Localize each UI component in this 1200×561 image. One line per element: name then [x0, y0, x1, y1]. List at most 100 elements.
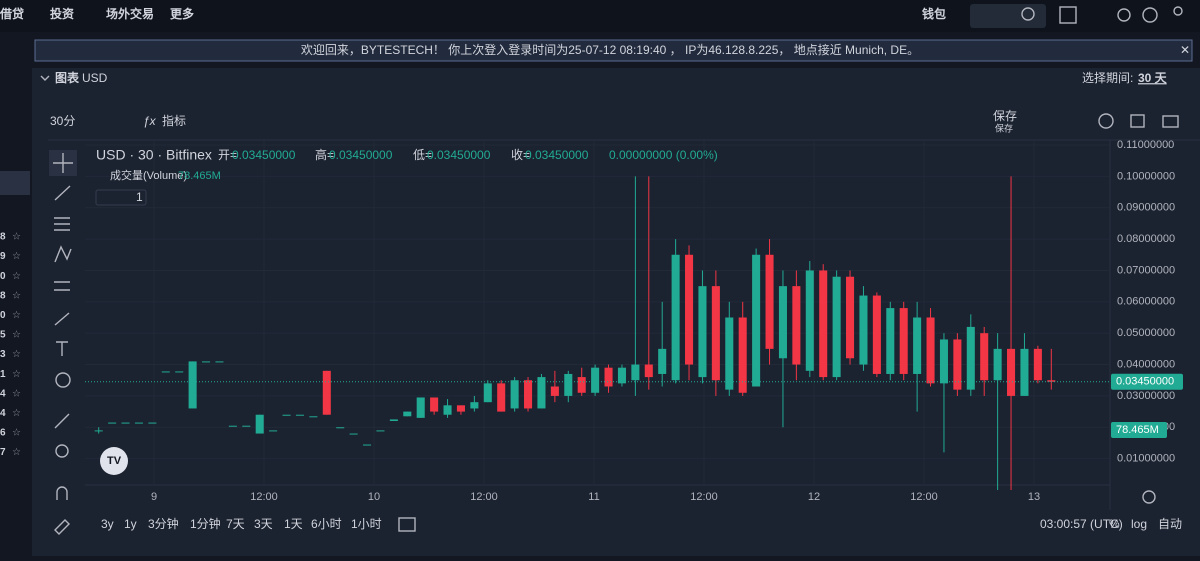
sidebar-star[interactable]: ☆ [12, 447, 21, 458]
nav-wallet[interactable]: 钱包 [922, 6, 946, 21]
candle-body [993, 348, 1002, 381]
indicators[interactable]: 指标 [162, 113, 186, 128]
candle-body [309, 416, 318, 418]
range-button[interactable]: 6小时 [311, 517, 342, 531]
candle-body [524, 380, 533, 409]
sidebar-digit: 7 [0, 447, 6, 458]
candle-body [175, 371, 184, 373]
settings-icon[interactable] [1098, 113, 1114, 129]
legend-item: 高= [315, 147, 334, 162]
candle-body [403, 411, 412, 417]
last-price-label: 0.03450000 [1116, 376, 1174, 388]
x-tick-label: 12:00 [250, 491, 278, 503]
close-button[interactable]: ✕ [1180, 43, 1190, 57]
candle-body [859, 295, 868, 365]
camera-icon[interactable] [1162, 115, 1179, 128]
banner [34, 39, 1193, 62]
candle-body [953, 339, 962, 390]
period[interactable]: 30 天 [1138, 71, 1168, 85]
range-button[interactable]: 7天 [226, 517, 245, 531]
layers-box[interactable] [95, 189, 147, 206]
date-range-icon[interactable] [398, 517, 416, 532]
nav-item[interactable]: 更多 [170, 6, 194, 21]
nav-item[interactable]: 场外交易 [106, 6, 154, 21]
volume-value: 78.465M [178, 170, 221, 182]
candle-body [1047, 380, 1056, 382]
last-price-tag [1111, 373, 1183, 390]
sidebar-digit: 4 [0, 408, 6, 419]
y-tick-label: 0.04000000 [1117, 358, 1175, 370]
range-button[interactable]: 1y [124, 517, 137, 531]
sidebar-digit: 3 [0, 349, 6, 360]
candle-body [617, 367, 626, 384]
volume-tag [1111, 422, 1167, 438]
sidebar-star[interactable]: ☆ [12, 232, 21, 243]
sidebar-star[interactable]: ☆ [12, 349, 21, 360]
candle-body [416, 397, 425, 418]
auto[interactable]: 自动 [1158, 517, 1182, 531]
user-icon[interactable] [1173, 6, 1183, 16]
axis-settings[interactable] [1142, 490, 1156, 504]
range-button[interactable]: 1天 [284, 517, 303, 531]
candle-body [322, 370, 331, 415]
sidebar-star[interactable]: ☆ [12, 271, 21, 282]
tool-icons [53, 153, 73, 535]
candle-body [1007, 348, 1016, 396]
candle-body [564, 373, 573, 396]
candle-body [537, 377, 546, 409]
sidebar-star[interactable]: ☆ [12, 388, 21, 399]
apps-icon[interactable] [1059, 6, 1077, 24]
y-tick-label: 0.11000000 [1117, 139, 1174, 151]
x-tick-label: 12 [808, 491, 820, 503]
legend-item: 收= [511, 148, 530, 162]
range-button[interactable]: 1分钟 [190, 516, 221, 531]
sidebar-star[interactable]: ☆ [12, 369, 21, 380]
legend-item: 0.03450000 [329, 148, 393, 162]
candle-body [202, 361, 211, 363]
candle-body [711, 286, 720, 381]
range-button[interactable]: 1小时 [351, 517, 382, 531]
collapse-icon[interactable] [40, 75, 50, 81]
candle-body [363, 444, 372, 446]
search-box[interactable] [970, 4, 1046, 28]
candle-body [470, 402, 479, 409]
logo-mark: TV [107, 455, 122, 467]
percent[interactable]: % [1109, 517, 1120, 531]
help-icon[interactable] [1142, 7, 1158, 23]
x-tick-label: 11 [588, 491, 599, 503]
nav-item[interactable]: 借贷 [0, 6, 24, 21]
sidebar-digit: 6 [0, 428, 6, 439]
save[interactable]: 保存 [993, 109, 1017, 123]
sidebar-star[interactable]: ☆ [12, 408, 21, 419]
sidebar-star[interactable]: ☆ [12, 428, 21, 439]
range-button[interactable]: 3分钟 [148, 516, 179, 531]
period-label: 选择期间: [1082, 71, 1133, 85]
sidebar-digit: 0 [0, 271, 6, 282]
nav-item[interactable]: 投资 [50, 6, 74, 21]
candle-body [819, 270, 828, 378]
range-button[interactable]: 3y [101, 517, 114, 531]
fx-icon[interactable]: ƒx [143, 114, 157, 128]
candle-body [242, 425, 251, 427]
candle-body [510, 380, 519, 409]
candle-body [671, 254, 680, 381]
candle-body [188, 361, 197, 409]
legend-item: 0.03450000 [232, 148, 296, 162]
candle-body [1020, 348, 1029, 396]
sidebar-digit: 4 [0, 388, 6, 399]
sidebar-star[interactable]: ☆ [12, 310, 21, 321]
interval[interactable]: 30分 [50, 114, 75, 128]
fullscreen-icon[interactable] [1130, 114, 1145, 128]
candle-body [832, 276, 841, 378]
sidebar-star[interactable]: ☆ [12, 290, 21, 301]
x-tick-label: 10 [368, 491, 380, 503]
sidebar-star[interactable]: ☆ [12, 330, 21, 341]
sidebar-star[interactable]: ☆ [12, 251, 21, 262]
candle-body [872, 295, 881, 374]
search-icon[interactable] [1021, 7, 1035, 21]
volume-label: 成交量(Volume) [110, 168, 187, 182]
candle-body [939, 339, 948, 384]
log[interactable]: log [1131, 517, 1147, 531]
bell-icon[interactable] [1117, 8, 1131, 22]
range-button[interactable]: 3天 [254, 517, 273, 531]
